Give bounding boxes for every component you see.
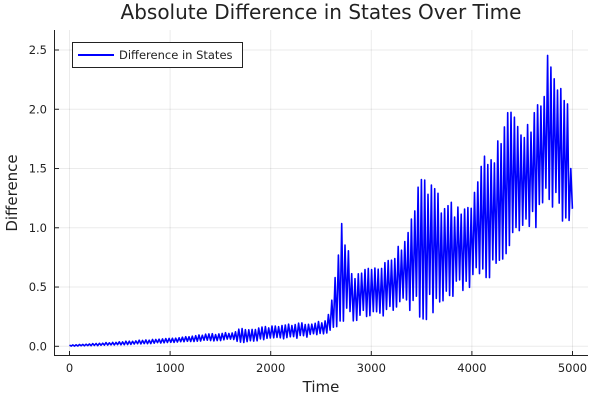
y-ticks: 0.0 0.5 1.0 1.5 2.0 2.5 [29,43,59,353]
x-tick-label: 1000 [155,361,184,375]
x-tick-label: 3000 [357,361,386,375]
x-tick-label: 4000 [457,361,486,375]
legend: Difference in States [72,42,243,68]
legend-entry: Difference in States [119,48,233,62]
y-tick-label: 2.0 [29,102,47,116]
y-axis-label: Difference [3,154,21,231]
x-tick-label: 5000 [558,361,587,375]
y-tick-label: 2.5 [29,43,47,57]
y-tick-label: 1.5 [29,162,47,176]
y-tick-label: 1.0 [29,221,47,235]
series-difference-in-states [69,54,574,347]
chart-title: Absolute Difference in States Over Time [121,0,522,24]
x-tick-label: 0 [66,361,73,375]
y-tick-label: 0.5 [29,280,47,294]
x-tick-label: 2000 [256,361,285,375]
series-line [69,54,574,347]
x-axis-label: Time [302,378,340,396]
x-ticks: 0 1000 2000 3000 4000 5000 [66,351,587,375]
y-tick-label: 0.0 [29,339,47,353]
